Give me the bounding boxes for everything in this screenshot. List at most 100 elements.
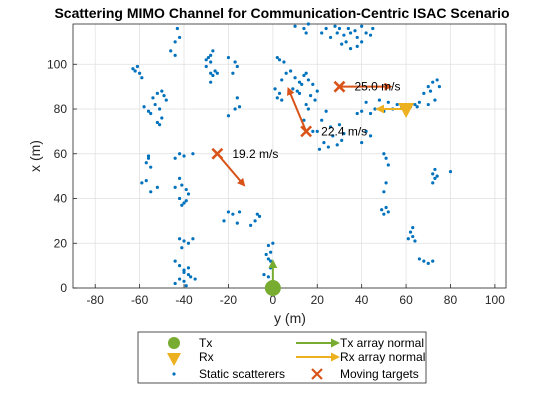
target-marker [300, 125, 313, 138]
scatterer-point [411, 234, 415, 239]
target-marker [211, 147, 224, 160]
scatterer-point [226, 210, 231, 214]
scatterer-point [337, 123, 342, 127]
legend-target-label: Moving targets [340, 367, 419, 381]
scatterer-point [302, 73, 306, 78]
scatterer-point [269, 259, 273, 263]
scatterer-point [431, 259, 435, 263]
scatterer-point [237, 210, 242, 214]
scatterer-point [186, 272, 191, 277]
chart-title: Scattering MIMO Channel for Communicatio… [54, 5, 509, 21]
scatterer-point [189, 275, 193, 279]
scatterer-point [180, 246, 184, 250]
scatterer-point [304, 71, 308, 75]
scatterer-point [193, 277, 197, 281]
scatterer-point [186, 266, 191, 270]
scatterer-point [408, 230, 413, 234]
y-axis-label: x (m) [27, 140, 43, 172]
scatterer-point [382, 190, 386, 194]
scatterer-point [151, 96, 155, 100]
scatterer-point [253, 219, 257, 223]
scatterer-point [384, 205, 388, 210]
scatterer-point [428, 89, 433, 93]
scatterer-point [364, 100, 368, 104]
scatterer-point [184, 187, 188, 192]
scatterer-point [340, 42, 344, 46]
scatterer-point [211, 49, 215, 53]
scatterer-point [182, 268, 186, 272]
scatterer-point [209, 60, 213, 64]
scatterer-point [373, 107, 377, 111]
scatterer-point [331, 134, 335, 138]
scatterer-point [226, 55, 231, 60]
y-tick-label: 40 [54, 192, 68, 206]
scatterer-point [406, 237, 410, 241]
scatterer-point [426, 102, 430, 107]
scatterer-point [149, 111, 153, 116]
scatterer-point [433, 98, 437, 102]
scatterer-point [146, 156, 151, 160]
scatterer-point [177, 152, 182, 156]
scatterer-point [264, 252, 268, 257]
scatterer-point [320, 31, 324, 35]
scatterer-point [180, 183, 184, 187]
scatterer-point [177, 277, 182, 281]
scatterer-point [215, 71, 219, 75]
scatterer-point [142, 105, 146, 109]
scatterer-point [355, 111, 359, 116]
scatterer-point [186, 241, 191, 245]
rx-marker [398, 103, 415, 119]
scatterer-point [191, 237, 195, 241]
legend-scatter-marker [172, 372, 176, 376]
x-tick-label: 20 [311, 293, 325, 307]
x-tick-label: -20 [220, 293, 238, 307]
scatterer-point [435, 174, 439, 178]
scatterer-point [135, 64, 139, 69]
scatterer-point [384, 181, 388, 185]
scatterer-point [297, 91, 302, 95]
scatterer-point [235, 221, 239, 225]
target-speed-label: 19.2 m/s [232, 147, 278, 161]
scatterer-point [169, 49, 173, 53]
scatterer-point [160, 116, 164, 120]
scatterer-point [144, 161, 148, 165]
y-tick-label: 0 [60, 281, 67, 295]
scatterer-point [158, 123, 162, 127]
scatterer-point [386, 210, 390, 214]
scatterer-point [324, 26, 328, 31]
scatterer-point [333, 24, 337, 28]
scatterer-point [384, 156, 388, 160]
scatterer-point [182, 239, 186, 243]
scatterer-point [355, 44, 359, 48]
scatterer-point [422, 259, 426, 263]
scatterer-point [417, 257, 421, 261]
scatterer-point [280, 78, 284, 82]
scatterer-point [364, 129, 368, 133]
scatterer-point [133, 69, 137, 73]
scatterer-point [182, 279, 186, 283]
scatterer-point [255, 212, 259, 216]
legend-rx-marker [167, 353, 181, 366]
scatterer-point [177, 196, 182, 201]
scatterer-point [377, 98, 382, 102]
scatterer-point [284, 71, 288, 75]
scatterer-point [249, 223, 253, 227]
x-tick-label: -80 [87, 293, 105, 307]
scatterer-point [326, 145, 330, 149]
scatterer-point [313, 98, 317, 102]
scatterer-point [448, 170, 453, 174]
legend: Tx Rx Static scatterers Tx array normal … [137, 331, 427, 384]
scatterer-point [144, 179, 148, 183]
scatterer-point [337, 26, 342, 31]
tx-marker [264, 280, 281, 296]
scatterer-point [173, 281, 177, 286]
legend-target-marker [311, 368, 323, 380]
scatterer-point [275, 55, 279, 60]
scatterer-point [415, 105, 419, 109]
y-tick-label: 60 [54, 147, 68, 161]
scatterer-point [360, 40, 364, 44]
scatterer-point [295, 89, 299, 93]
y-tick-label: 20 [54, 236, 68, 250]
scatterer-point [235, 64, 239, 69]
scatterer-point [368, 111, 373, 116]
